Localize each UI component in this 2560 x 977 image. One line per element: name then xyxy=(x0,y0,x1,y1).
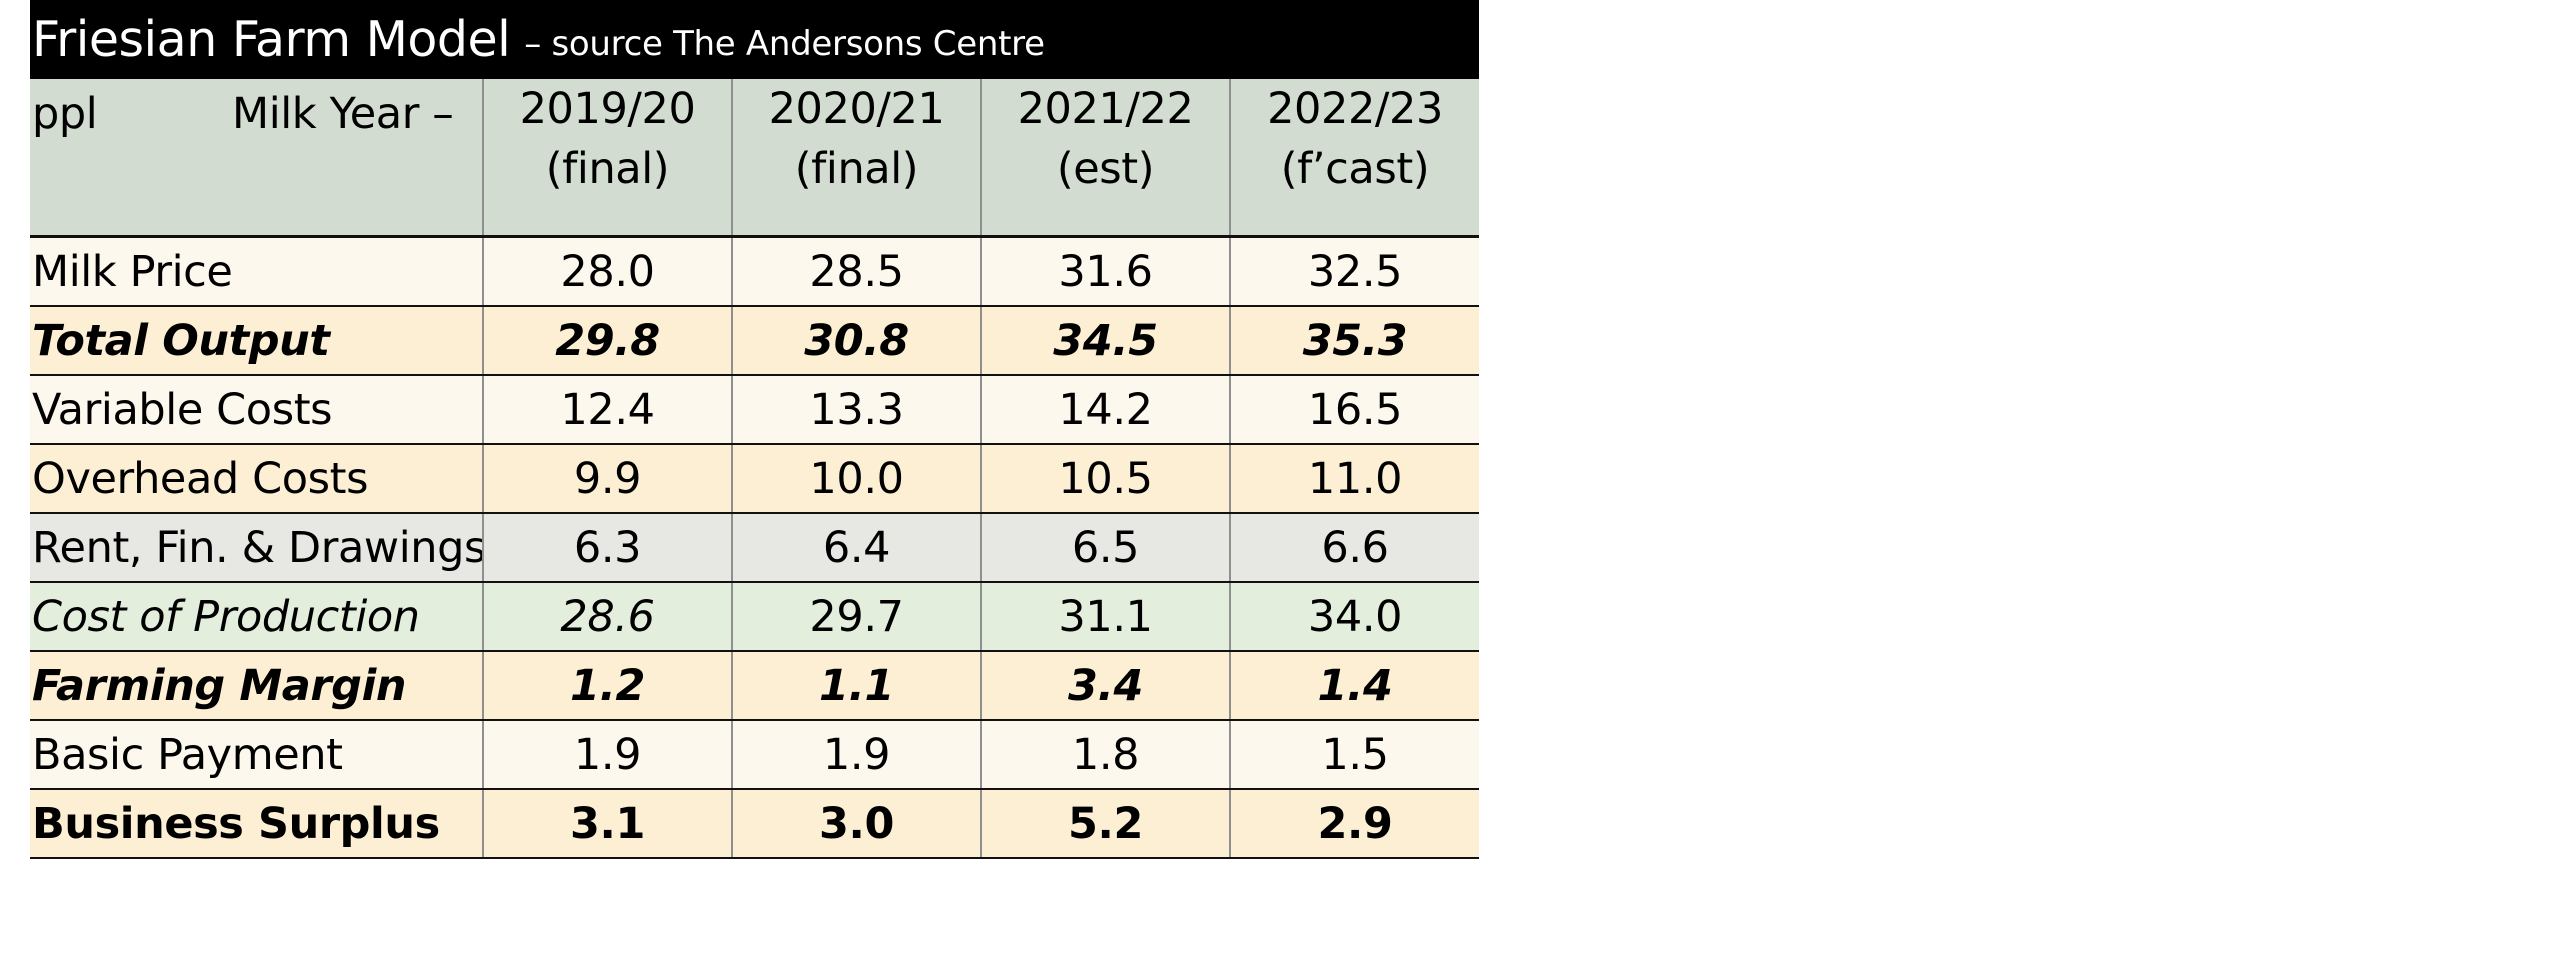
data-table: ppl Milk Year – 2019/20 (final) 2020/21 (… xyxy=(30,79,1479,859)
value-cell: 29.8 xyxy=(483,306,733,376)
header-col-2020: 2020/21 (final) xyxy=(732,79,982,238)
header-year: 2021/22 xyxy=(1017,84,1194,134)
value-cell: 35.3 xyxy=(1230,306,1479,376)
row-rent-fin-drawings: Rent, Fin. & Drawings 6.3 6.4 6.5 6.6 xyxy=(30,513,1479,583)
row-business-surplus: Business Surplus 3.1 3.0 5.2 2.9 xyxy=(30,789,1479,859)
header-row: ppl Milk Year – 2019/20 (final) 2020/21 (… xyxy=(30,79,1479,238)
row-overhead-costs: Overhead Costs 9.9 10.0 10.5 11.0 xyxy=(30,444,1479,514)
row-farming-margin: Farming Margin 1.2 1.1 3.4 1.4 xyxy=(30,651,1479,721)
value-cell: 14.2 xyxy=(981,375,1231,445)
value-cell: 1.9 xyxy=(483,720,733,790)
value-cell: 34.5 xyxy=(981,306,1231,376)
header-label-cell: ppl Milk Year – xyxy=(30,79,484,238)
row-label: Overhead Costs xyxy=(30,444,484,514)
value-cell: 31.6 xyxy=(981,236,1231,307)
value-cell: 1.8 xyxy=(981,720,1231,790)
value-cell: 34.0 xyxy=(1230,582,1479,652)
header-year: 2022/23 xyxy=(1267,84,1443,134)
row-total-output: Total Output 29.8 30.8 34.5 35.3 xyxy=(30,306,1479,376)
row-milk-price: Milk Price 28.0 28.5 31.6 32.5 xyxy=(30,236,1479,307)
title-bar: Friesian Farm Model – source The Anderso… xyxy=(30,0,1479,79)
value-cell: 16.5 xyxy=(1230,375,1479,445)
row-variable-costs: Variable Costs 12.4 13.3 14.2 16.5 xyxy=(30,375,1479,445)
row-label: Basic Payment xyxy=(30,720,484,790)
row-basic-payment: Basic Payment 1.9 1.9 1.8 1.5 xyxy=(30,720,1479,790)
header-year: 2020/21 xyxy=(768,84,945,134)
row-label: Variable Costs xyxy=(30,375,484,445)
value-cell: 3.0 xyxy=(732,789,982,859)
milk-year-label: Milk Year – xyxy=(232,89,454,139)
unit-label: ppl xyxy=(32,89,98,139)
value-cell: 31.1 xyxy=(981,582,1231,652)
value-cell: 29.7 xyxy=(732,582,982,652)
header-note: (final) xyxy=(545,144,670,194)
value-cell: 9.9 xyxy=(483,444,733,514)
value-cell: 32.5 xyxy=(1230,236,1479,307)
row-label: Business Surplus xyxy=(30,789,484,859)
value-cell: 3.1 xyxy=(483,789,733,859)
table-source: – source The Andersons Centre xyxy=(524,23,1045,64)
row-cost-of-production: Cost of Production 28.6 29.7 31.1 34.0 xyxy=(30,582,1479,652)
header-year: 2019/20 xyxy=(519,84,696,134)
value-cell: 11.0 xyxy=(1230,444,1479,514)
value-cell: 6.6 xyxy=(1230,513,1479,583)
row-label: Total Output xyxy=(30,306,484,376)
value-cell: 6.5 xyxy=(981,513,1231,583)
value-cell: 10.5 xyxy=(981,444,1231,514)
value-cell: 6.3 xyxy=(483,513,733,583)
header-col-2022: 2022/23 (f’cast) xyxy=(1230,79,1479,238)
value-cell: 28.6 xyxy=(483,582,733,652)
table-title: Friesian Farm Model xyxy=(32,11,511,68)
header-col-2021: 2021/22 (est) xyxy=(981,79,1231,238)
value-cell: 1.5 xyxy=(1230,720,1479,790)
row-label: Rent, Fin. & Drawings xyxy=(30,513,484,583)
value-cell: 12.4 xyxy=(483,375,733,445)
value-cell: 1.4 xyxy=(1230,651,1479,721)
farm-model-table: Friesian Farm Model – source The Anderso… xyxy=(30,0,1479,859)
row-label: Milk Price xyxy=(30,236,484,307)
value-cell: 10.0 xyxy=(732,444,982,514)
value-cell: 2.9 xyxy=(1230,789,1479,859)
value-cell: 30.8 xyxy=(732,306,982,376)
value-cell: 5.2 xyxy=(981,789,1231,859)
header-note: (f’cast) xyxy=(1280,144,1430,194)
value-cell: 1.1 xyxy=(732,651,982,721)
value-cell: 3.4 xyxy=(981,651,1231,721)
value-cell: 1.9 xyxy=(732,720,982,790)
value-cell: 6.4 xyxy=(732,513,982,583)
value-cell: 13.3 xyxy=(732,375,982,445)
row-label: Farming Margin xyxy=(30,651,484,721)
value-cell: 1.2 xyxy=(483,651,733,721)
row-label: Cost of Production xyxy=(30,582,484,652)
value-cell: 28.5 xyxy=(732,236,982,307)
header-note: (est) xyxy=(1056,144,1155,194)
header-col-2019: 2019/20 (final) xyxy=(483,79,733,238)
header-note: (final) xyxy=(794,144,919,194)
value-cell: 28.0 xyxy=(483,236,733,307)
